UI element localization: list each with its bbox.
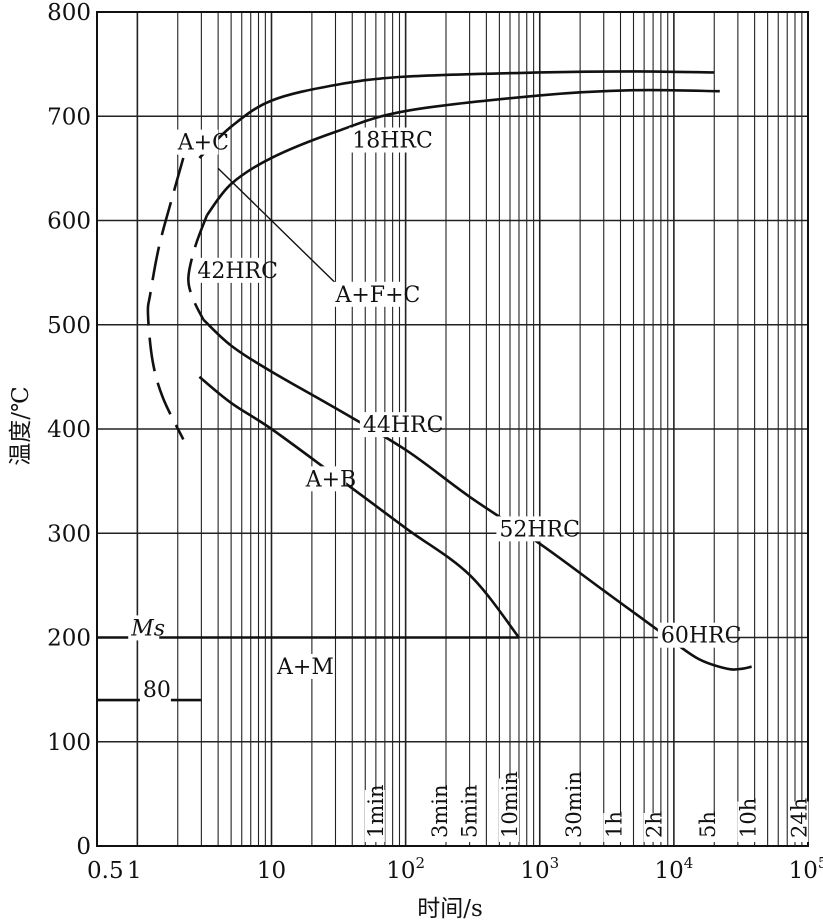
annotation-bg [194, 257, 263, 283]
time-marker: 5h [696, 811, 720, 842]
series-curve [187, 214, 209, 321]
annotation-label: A+M [276, 655, 334, 680]
time-marker-label: 1h [602, 811, 626, 838]
time-marker-bg [737, 801, 758, 842]
time-marker-label: 30min [562, 771, 586, 838]
annotation-bg [139, 676, 171, 702]
time-marker: 3min [428, 784, 452, 842]
time-marker-bg [364, 790, 385, 842]
time-marker-label: 5h [696, 811, 720, 838]
annotation-bg [128, 615, 160, 641]
annotation-label: A+B [305, 467, 357, 492]
annotation: 42HRC [194, 257, 278, 284]
annotation-label: 18HRC [352, 129, 433, 154]
annotation-bg [274, 653, 318, 679]
x-tick-label: 10 [257, 858, 286, 884]
time-marker-bg [458, 790, 479, 842]
time-marker-bg [428, 790, 449, 842]
time-marker: 2h [643, 811, 667, 842]
time-marker-bg [562, 778, 583, 842]
time-marker: 10h [736, 798, 760, 842]
x-tick-label: 103 [520, 854, 559, 884]
time-marker-bg [788, 801, 809, 842]
x-tick-label: 105 [789, 854, 823, 884]
annotation: Ms [128, 615, 165, 641]
y-tick-label: 600 [47, 209, 91, 235]
x-axis-title: 时间/s [417, 896, 483, 922]
series-curve [205, 88, 720, 217]
annotation: A+F+C [332, 281, 420, 308]
annotation-bg [302, 466, 347, 492]
time-marker-label: 3min [428, 784, 452, 838]
y-tick-label: 100 [47, 730, 91, 756]
x-tick-label: 0.5 [87, 858, 124, 884]
time-marker: 24h [787, 798, 811, 842]
time-marker-label: 24h [787, 798, 811, 838]
y-axis-title: 温度/℃ [8, 386, 34, 465]
annotation: A+C [174, 129, 229, 156]
time-marker-label: 10h [736, 798, 760, 838]
annotation: 52HRC [496, 516, 580, 542]
annotation: 80 [139, 676, 171, 703]
annotation-label: Ms [130, 616, 165, 641]
time-marker-bg [697, 813, 718, 842]
annotation-bg [349, 127, 418, 153]
annotation: 44HRC [359, 412, 444, 438]
x-tick-label: 102 [386, 854, 425, 884]
y-tick-label: 400 [47, 417, 91, 443]
annotation: 60HRC [657, 622, 742, 649]
time-marker-bg [643, 813, 664, 842]
x-tick-label: 1 [127, 858, 142, 884]
annotation-label: A+C [177, 131, 229, 156]
y-tick-label: 200 [47, 626, 91, 652]
time-marker: 1h [602, 811, 626, 842]
y-tick-label: 800 [47, 0, 91, 26]
time-marker-bg [603, 813, 624, 842]
annotation-bg [359, 412, 429, 438]
annotation-bg [332, 281, 401, 307]
y-tick-label: 0 [76, 834, 91, 860]
time-marker-label: 2h [643, 811, 667, 838]
annotation-bg [657, 622, 727, 648]
time-marker-bg [498, 778, 519, 842]
annotation-bg [174, 129, 219, 155]
time-marker-label: 5min [458, 784, 482, 838]
series-curve [202, 318, 752, 671]
time-marker: 5min [458, 784, 482, 842]
series-curve [146, 157, 185, 440]
annotation-label: 44HRC [363, 413, 444, 438]
y-tick-label: 500 [47, 313, 91, 339]
annotation: A+M [274, 653, 334, 680]
annotation-label: 52HRC [499, 517, 580, 542]
time-marker: 10min [498, 771, 522, 842]
leader-line [217, 167, 336, 284]
time-marker-labels: 1min 3min 5min 10min 30min 1h 2h 5h 10h 24h [364, 771, 811, 842]
x-tick-label: 104 [654, 854, 693, 884]
y-tick-label: 700 [47, 104, 91, 130]
annotation: 18HRC [349, 127, 433, 154]
time-marker: 1min [364, 784, 388, 842]
y-tick-label: 300 [47, 521, 91, 547]
annotation-label: 80 [143, 678, 171, 703]
time-marker: 30min [562, 771, 586, 842]
time-marker-label: 10min [498, 771, 522, 838]
annotation: A+B [302, 466, 357, 492]
plot-frame [96, 11, 809, 847]
annotation-label: 60HRC [661, 624, 742, 649]
tick-labels: 0 100 200 300 400 500 600 700 800 0.5 1 10 102 103 104… [47, 0, 823, 884]
time-marker-label: 1min [364, 784, 388, 838]
annotation-label: A+F+C [334, 283, 420, 308]
curves [97, 70, 752, 702]
annotations: A+C 18HRC 42HRC A+F+C 44HRC A+B 52HRC 60HRC Ms A+… [128, 127, 742, 703]
series-curve [198, 375, 520, 639]
annotation-bg [496, 516, 565, 542]
series-curve [198, 70, 715, 159]
annotation-label: 42HRC [197, 259, 278, 284]
